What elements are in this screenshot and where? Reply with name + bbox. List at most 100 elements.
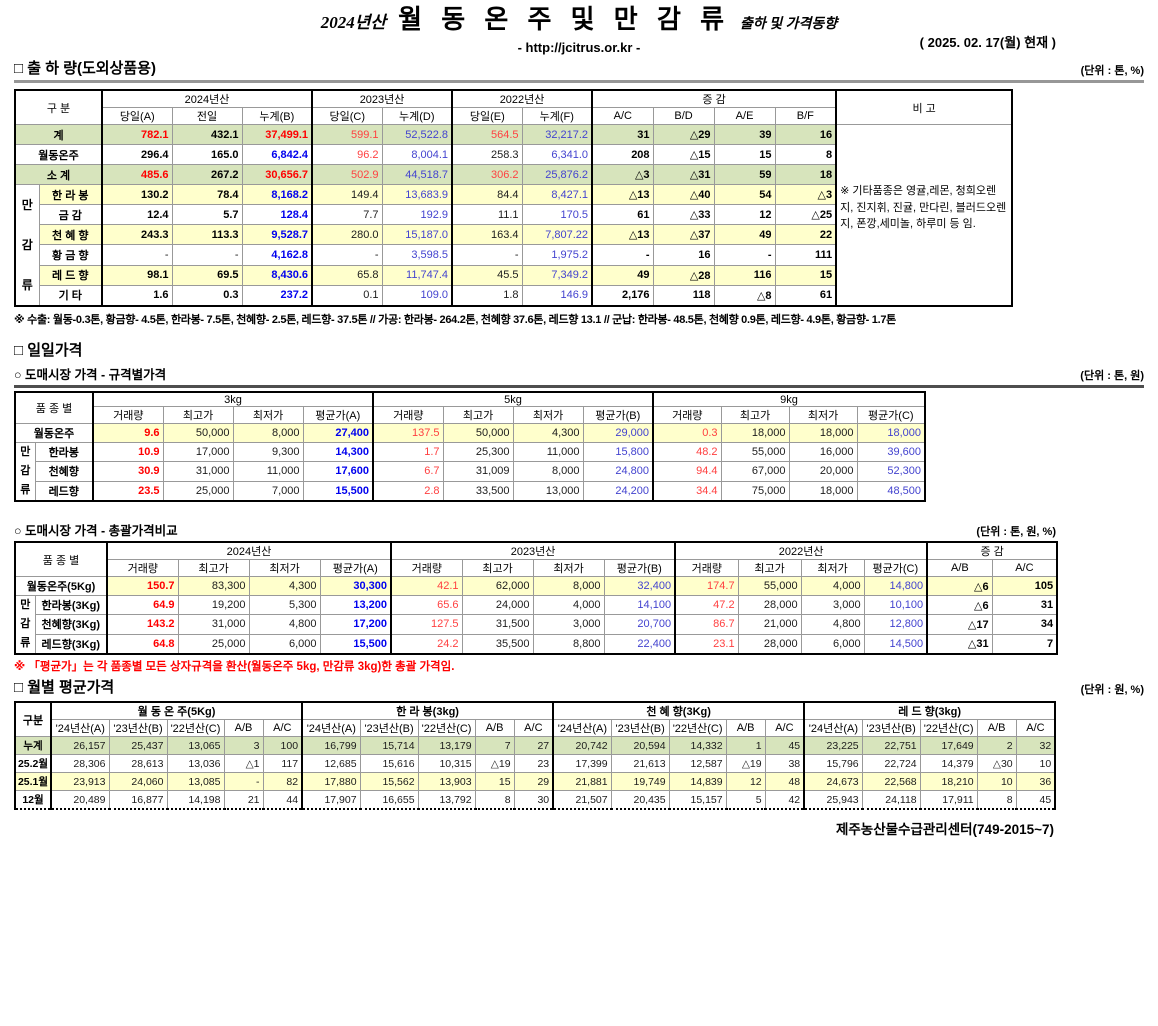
value-cell: 20,594 bbox=[610, 736, 670, 755]
value-cell: 52,522.8 bbox=[381, 124, 454, 145]
value-cell: 18,000 bbox=[856, 423, 926, 443]
col-header: 최저가 bbox=[248, 559, 321, 577]
value-cell: 13,036 bbox=[166, 754, 225, 773]
value-cell: 49 bbox=[591, 264, 654, 286]
value-cell: 0.3 bbox=[171, 284, 243, 307]
value-cell: 14,332 bbox=[668, 736, 727, 755]
col-group-change: 증 감 bbox=[926, 541, 1058, 560]
col-group-2023: 2023년산 bbox=[311, 89, 454, 108]
col-header-variety: 품 종 별 bbox=[14, 391, 95, 424]
value-cell: 2 bbox=[976, 736, 1017, 755]
value-cell: 32,217.2 bbox=[521, 124, 594, 145]
value-cell: 34 bbox=[991, 614, 1058, 635]
col-group-wldongonju: 월 동 온 주(5Kg) bbox=[50, 701, 304, 720]
value-cell: 48.2 bbox=[652, 441, 722, 463]
row-label: 12월 bbox=[14, 790, 52, 810]
value-cell: 22,751 bbox=[861, 736, 921, 755]
value-cell: 12,587 bbox=[668, 754, 727, 773]
value-cell: 22,568 bbox=[861, 772, 921, 791]
col-header: 평균가(C) bbox=[863, 559, 929, 577]
value-cell: 17,907 bbox=[301, 790, 361, 810]
value-cell: 782.1 bbox=[101, 124, 173, 145]
col-header: B/F bbox=[774, 107, 838, 125]
value-cell: 39,600 bbox=[856, 441, 926, 463]
value-cell: 32,400 bbox=[603, 576, 677, 596]
col-header: '24년산(A) bbox=[50, 719, 110, 737]
col-header: B/D bbox=[652, 107, 715, 125]
value-cell: 36 bbox=[1015, 772, 1056, 791]
col-header-variety: 품 종 별 bbox=[14, 541, 109, 577]
value-cell: 22 bbox=[774, 224, 838, 246]
value-cell: 118 bbox=[652, 284, 715, 307]
value-cell: 26,157 bbox=[50, 736, 110, 755]
col-header: 누계(B) bbox=[241, 107, 314, 125]
value-cell: △31 bbox=[926, 633, 993, 655]
value-cell: 7 bbox=[474, 736, 515, 755]
value-cell: 10,100 bbox=[863, 594, 929, 616]
row-label: 기 타 bbox=[38, 284, 104, 307]
value-cell: 13,903 bbox=[417, 772, 476, 791]
value-cell: 15,500 bbox=[302, 480, 375, 502]
value-cell: 3,598.5 bbox=[381, 244, 454, 266]
row-label: 황 금 향 bbox=[38, 244, 104, 266]
value-cell: 17,600 bbox=[302, 461, 375, 482]
value-cell: 48,500 bbox=[856, 480, 926, 502]
row-label: 천혜향 bbox=[34, 461, 95, 482]
value-cell: 75,000 bbox=[720, 480, 790, 502]
value-cell: 25,943 bbox=[803, 790, 863, 810]
col-header: A/B bbox=[926, 559, 993, 577]
value-cell: 5 bbox=[725, 790, 766, 810]
col-header: 최저가 bbox=[532, 559, 605, 577]
col-header: '24년산(A) bbox=[552, 719, 612, 737]
value-cell: 8,000 bbox=[232, 423, 304, 443]
value-cell: 13,179 bbox=[417, 736, 476, 755]
col-group-2023: 2023년산 bbox=[390, 541, 677, 560]
value-cell: △6 bbox=[926, 576, 993, 596]
value-cell: 0.3 bbox=[652, 423, 722, 443]
value-cell: 23.5 bbox=[92, 480, 164, 502]
value-cell: 8,427.1 bbox=[521, 183, 594, 206]
shipment-section-header: □ 출 하 량(도외상품용) (단위 : 톤, %) bbox=[14, 57, 1144, 83]
col-header: 최저가 bbox=[232, 406, 304, 424]
value-cell: 170.5 bbox=[521, 204, 594, 226]
row-label: 계 bbox=[14, 124, 104, 145]
value-cell: 18 bbox=[774, 164, 838, 185]
value-cell: 4,000 bbox=[800, 576, 865, 596]
col-header: 평균가(A) bbox=[319, 559, 393, 577]
monthly-title: □ 월별 평균가격 bbox=[14, 679, 115, 696]
row-label: 한라봉(3Kg) bbox=[34, 594, 109, 616]
shipment-table: 구 분 2024년산 2023년산 2022년산 증 감 비 고 당일(A) 전… bbox=[14, 89, 1014, 307]
value-cell: 52,300 bbox=[856, 461, 926, 482]
value-cell: 42 bbox=[764, 790, 806, 810]
value-cell: 137.5 bbox=[372, 423, 444, 443]
value-cell: 20,700 bbox=[603, 614, 677, 635]
col-header: A/E bbox=[713, 107, 776, 125]
value-cell: 165.0 bbox=[171, 144, 243, 165]
remarks-note: ※ 기타품종은 영귤,레몬, 청희오렌지, 진지휘, 진귤, 만다린, 블러드오… bbox=[840, 185, 1007, 230]
value-cell: 24,673 bbox=[803, 772, 863, 791]
value-cell: 5,300 bbox=[248, 594, 321, 616]
value-cell: 8,430.6 bbox=[241, 264, 314, 286]
value-cell: 16,655 bbox=[359, 790, 419, 810]
value-cell: 12 bbox=[725, 772, 766, 791]
value-cell: 14,300 bbox=[302, 441, 375, 463]
col-header-gubun: 구분 bbox=[14, 701, 52, 737]
value-cell: 31 bbox=[991, 594, 1058, 616]
value-cell: 13,683.9 bbox=[381, 183, 454, 206]
value-cell: 29 bbox=[513, 772, 555, 791]
value-cell: 8 bbox=[976, 790, 1017, 810]
value-cell: △17 bbox=[926, 614, 993, 635]
col-header: 최고가 bbox=[737, 559, 802, 577]
row-label: 25.2월 bbox=[14, 754, 52, 773]
value-cell: 8 bbox=[774, 144, 838, 165]
value-cell: 31 bbox=[591, 124, 654, 145]
col-header: 최고가 bbox=[177, 559, 250, 577]
value-cell: 83,300 bbox=[177, 576, 250, 596]
value-cell: 30,656.7 bbox=[241, 164, 314, 185]
col-header: 거래량 bbox=[652, 406, 722, 424]
value-cell: △31 bbox=[652, 164, 715, 185]
value-cell: △3 bbox=[774, 183, 838, 206]
value-cell: 100 bbox=[262, 736, 304, 755]
daily-unit-note: (단위 : 톤, 원) bbox=[1080, 370, 1144, 382]
value-cell: 29,000 bbox=[582, 423, 655, 443]
